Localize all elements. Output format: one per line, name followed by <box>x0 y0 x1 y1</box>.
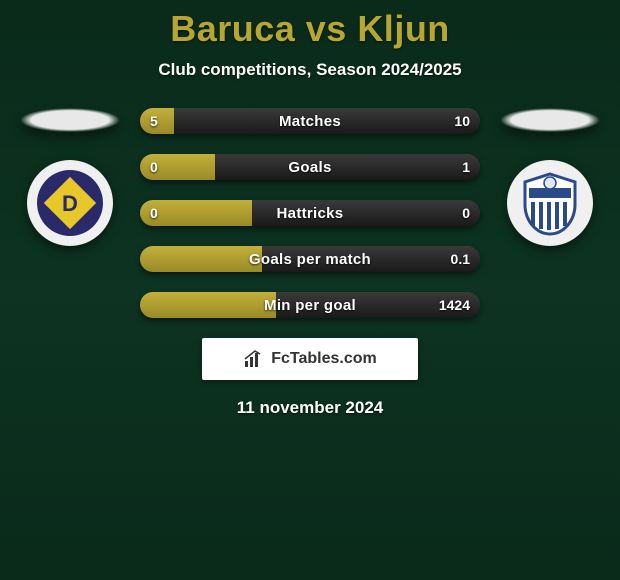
stat-bar: 00Hattricks <box>140 200 480 226</box>
svg-text:D: D <box>62 191 78 216</box>
brand-text: FcTables.com <box>271 350 377 368</box>
stat-bar: 1424Min per goal <box>140 292 480 318</box>
bar-label: Matches <box>140 108 480 134</box>
bar-label: Goals <box>140 154 480 180</box>
stat-bar: 510Matches <box>140 108 480 134</box>
bars-column: 510Matches 01Goals 00Hattricks 0.1Goals per… <box>130 108 490 318</box>
left-team-column: D <box>10 108 130 246</box>
left-shadow <box>20 108 120 132</box>
right-shadow <box>500 108 600 132</box>
comparison-infographic: Baruca vs Kljun Club competitions, Seaso… <box>0 0 620 580</box>
date-text: 11 november 2024 <box>237 398 383 418</box>
stat-bar: 0.1Goals per match <box>140 246 480 272</box>
badge-right-icon <box>515 168 585 238</box>
page-subtitle: Club competitions, Season 2024/2025 <box>158 60 461 80</box>
stats-area: D 510Matches 01Goals 00Hattricks 0.1Goals p… <box>0 108 620 318</box>
stat-bar: 01Goals <box>140 154 480 180</box>
badge-left-icon: D <box>35 168 105 238</box>
chart-icon <box>243 349 265 369</box>
right-team-column <box>490 108 610 246</box>
brand-box: FcTables.com <box>202 338 418 380</box>
bar-label: Min per goal <box>140 292 480 318</box>
bar-label: Hattricks <box>140 200 480 226</box>
page-title: Baruca vs Kljun <box>170 8 450 50</box>
left-team-badge: D <box>27 160 113 246</box>
right-team-badge <box>507 160 593 246</box>
bar-label: Goals per match <box>140 246 480 272</box>
